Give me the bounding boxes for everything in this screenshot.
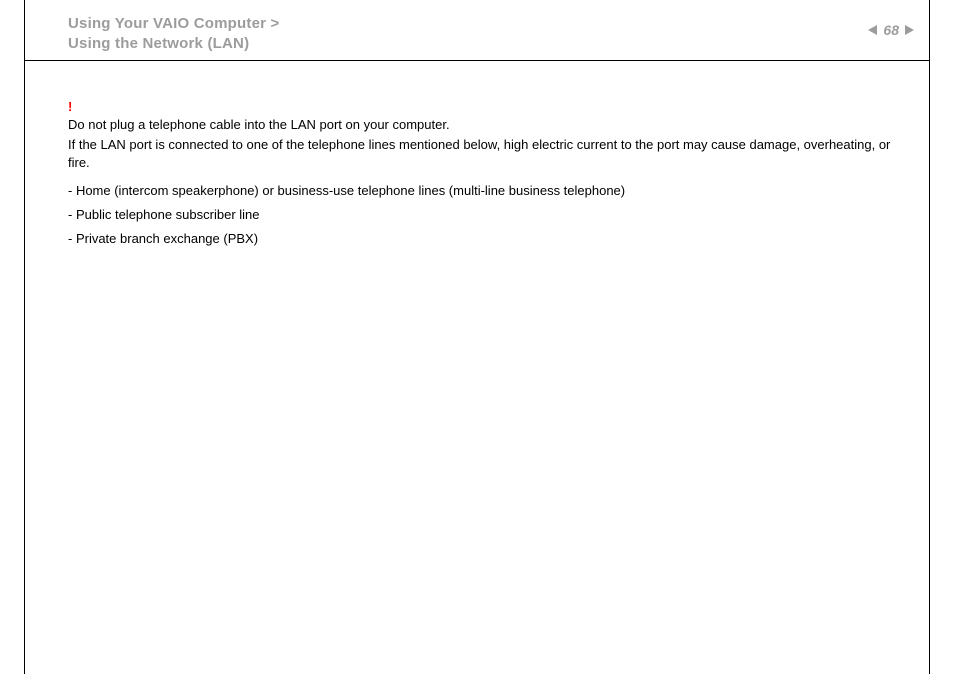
warning-bang-icon: ! xyxy=(68,98,914,116)
left-page-rule xyxy=(24,0,25,674)
list-item: - Private branch exchange (PBX) xyxy=(68,230,914,248)
page-number: 68 xyxy=(883,22,899,38)
page-header: Using Your VAIO Computer > Using the Net… xyxy=(68,14,916,60)
breadcrumb-line-1: Using Your VAIO Computer > xyxy=(68,14,916,34)
page-root: Using Your VAIO Computer > Using the Net… xyxy=(0,0,954,674)
header-divider xyxy=(25,60,929,61)
bullet-list: - Home (intercom speakerphone) or busine… xyxy=(68,182,914,248)
page-nav: 68 xyxy=(868,22,914,38)
prev-page-arrow-icon[interactable] xyxy=(868,25,877,35)
content-region: ! Do not plug a telephone cable into the… xyxy=(68,98,914,254)
right-page-rule xyxy=(929,0,930,674)
list-item: - Public telephone subscriber line xyxy=(68,206,914,224)
warning-text-line-1: Do not plug a telephone cable into the L… xyxy=(68,116,914,134)
next-page-arrow-icon[interactable] xyxy=(905,25,914,35)
breadcrumb-line-2: Using the Network (LAN) xyxy=(68,34,916,54)
list-item: - Home (intercom speakerphone) or busine… xyxy=(68,182,914,200)
warning-text-line-2: If the LAN port is connected to one of t… xyxy=(68,136,914,172)
